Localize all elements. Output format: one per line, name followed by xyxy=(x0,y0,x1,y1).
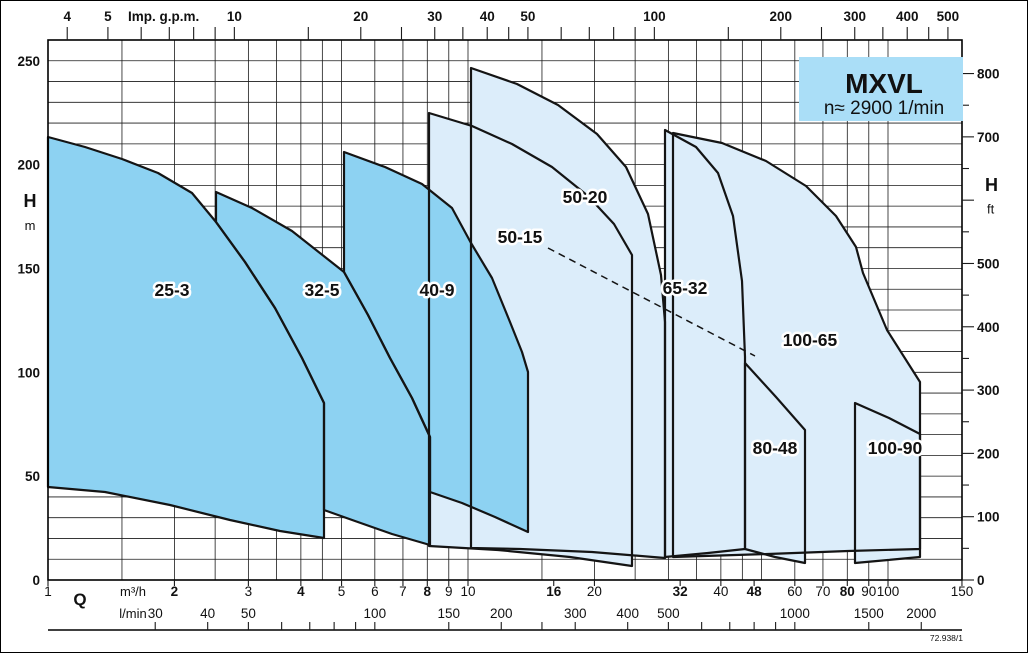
axis-tick-label: 32 xyxy=(673,584,688,599)
axis-tick-label: 150 xyxy=(17,261,40,276)
axis-tick-label: 40 xyxy=(200,606,215,621)
region-label-100-90: 100-90 xyxy=(868,438,923,458)
dashed-guide-line xyxy=(547,247,756,357)
axis-tick-label: 40 xyxy=(480,9,495,24)
top-axis-title: Imp. g.p.m. xyxy=(128,9,199,24)
axis-tick-label: 50 xyxy=(520,9,535,24)
axis-tick-label: 20 xyxy=(587,584,602,599)
region-outline-100-65 xyxy=(671,131,922,559)
axis-tick-label: 200 xyxy=(490,606,513,621)
bottom-axis-unit-lmin: l/min xyxy=(119,606,146,621)
axis-tick-label: 40 xyxy=(713,584,728,599)
axis-tick-label: 100 xyxy=(977,510,1000,525)
axis-tick-label: 1000 xyxy=(780,606,810,621)
axis-tick-label: 400 xyxy=(977,320,1000,335)
chart-title: MXVL xyxy=(845,68,923,99)
axis-tick-label: 300 xyxy=(977,383,1000,398)
axis-tick-label: 48 xyxy=(747,584,763,599)
plot-border xyxy=(47,39,963,581)
axis-tick-label: 90 xyxy=(861,584,876,599)
axis-tick-label: 200 xyxy=(977,446,1000,461)
left-axis-unit: m xyxy=(25,218,36,233)
region-outline-40-9 xyxy=(342,150,530,534)
region-fill-32-5 xyxy=(216,192,430,545)
region-fill-25-3 xyxy=(48,137,324,538)
axis-tick-label: 100 xyxy=(364,606,387,621)
region-label-65-32: 65-32 xyxy=(663,278,708,298)
axis-tick-label: 500 xyxy=(937,9,960,24)
axis-tick-label: 1500 xyxy=(854,606,884,621)
region-label-50-15: 50-15 xyxy=(498,227,543,247)
region-outline-80-48 xyxy=(743,361,807,565)
region-label-50-20: 50-20 xyxy=(563,187,608,207)
region-label-25-3: 25-3 xyxy=(154,280,189,300)
axis-tick-label: 150 xyxy=(438,606,461,621)
axis-tick-label: 150 xyxy=(951,584,974,599)
region-outline-32-5 xyxy=(214,190,432,547)
axis-tick-label: 10 xyxy=(460,584,475,599)
axis-tick-label: 2 xyxy=(171,584,179,599)
axis-tick-label: 4 xyxy=(297,584,305,599)
right-axis-unit: ft xyxy=(987,201,995,216)
region-fill-100-90 xyxy=(855,403,920,563)
chart-subtitle: n≈ 2900 1/min xyxy=(824,98,944,119)
region-outline-50-20 xyxy=(469,66,667,560)
axis-tick-label: 30 xyxy=(427,9,442,24)
axis-tick-label: 200 xyxy=(17,158,40,173)
region-label-100-65: 100-65 xyxy=(783,330,838,350)
right-axis-title: H xyxy=(985,175,998,195)
axis-tick-label: 700 xyxy=(977,130,1000,145)
axis-tick-label: 500 xyxy=(657,606,680,621)
axis-tick-label: 5 xyxy=(104,9,112,24)
axis-tick-label: 9 xyxy=(445,584,453,599)
axis-tick-label: 100 xyxy=(643,9,666,24)
axis-tick-label: 250 xyxy=(17,54,40,69)
axis-tick-label: 30 xyxy=(148,606,163,621)
axis-tick-label: 100 xyxy=(877,584,900,599)
bottom-axis-unit-m3h: m³/h xyxy=(120,584,146,599)
axis-tick-label: 50 xyxy=(25,469,40,484)
region-label-80-48: 80-48 xyxy=(753,438,798,458)
title-box xyxy=(799,57,963,121)
axis-tick-label: 2000 xyxy=(906,606,936,621)
axis-tick-label: 400 xyxy=(896,9,919,24)
axis-tick-label: 5 xyxy=(338,584,346,599)
axis-tick-label: 80 xyxy=(840,584,855,599)
left-axis-title: H xyxy=(24,191,37,211)
axis-tick-label: 8 xyxy=(424,584,432,599)
axis-tick-label: 0 xyxy=(32,573,40,588)
axis-tick-label: 10 xyxy=(227,9,242,24)
axis-tick-label: 7 xyxy=(399,584,407,599)
axis-tick-label: 300 xyxy=(564,606,587,621)
region-outline-65-32 xyxy=(663,128,747,559)
bottom-axis-title: Q xyxy=(73,590,86,609)
axis-tick-label: 70 xyxy=(815,584,830,599)
axis-tick-label: 100 xyxy=(17,365,40,380)
axis-tick-label: 1 xyxy=(44,584,52,599)
footnote: 72.938/1 xyxy=(930,633,963,643)
axis-tick-label: 500 xyxy=(977,256,1000,271)
axis-tick-label: 16 xyxy=(546,584,562,599)
axis-tick-label: 60 xyxy=(787,584,802,599)
axis-tick-label: 800 xyxy=(977,67,1000,82)
region-fill-40-9 xyxy=(344,152,528,532)
region-label-32-5: 32-5 xyxy=(304,280,339,300)
axis-tick-label: 6 xyxy=(371,584,379,599)
region-label-40-9: 40-9 xyxy=(419,280,454,300)
axis-tick-label: 400 xyxy=(616,606,639,621)
axis-tick-label: 3 xyxy=(245,584,253,599)
axis-tick-label: 0 xyxy=(977,573,985,588)
axis-tick-label: 300 xyxy=(843,9,866,24)
axis-tick-label: 20 xyxy=(353,9,368,24)
axis-tick-label: 4 xyxy=(63,9,71,24)
region-outline-100-90 xyxy=(853,401,922,565)
region-outline-50-15 xyxy=(427,111,634,568)
axis-tick-label: 200 xyxy=(770,9,793,24)
axis-tick-label: 50 xyxy=(241,606,256,621)
